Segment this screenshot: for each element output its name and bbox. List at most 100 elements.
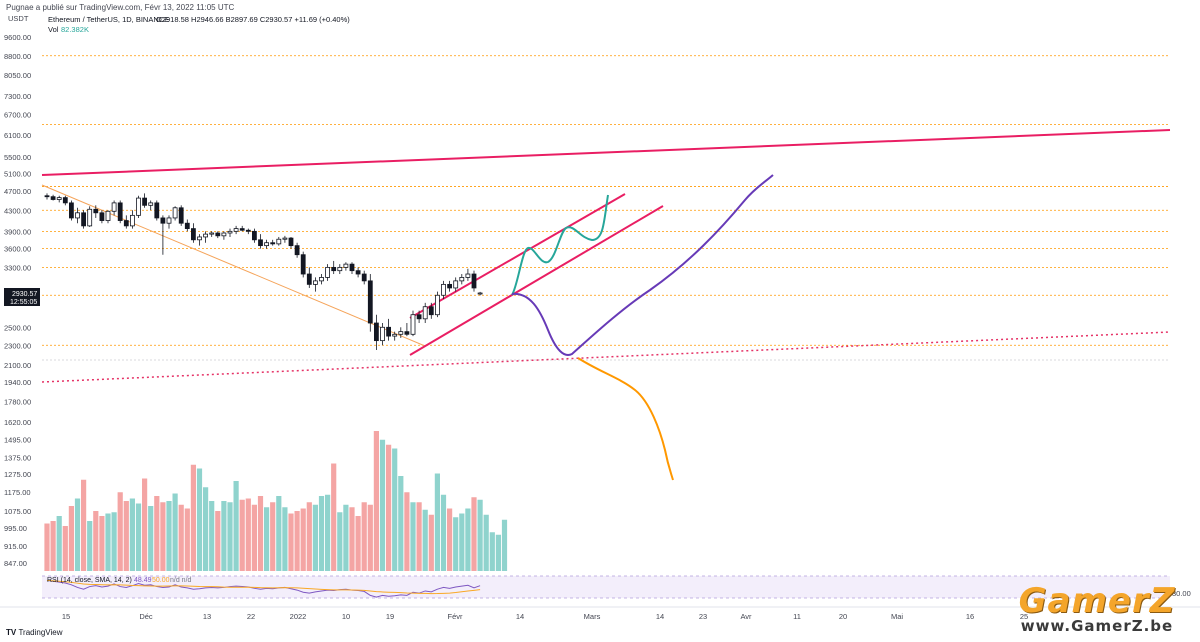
rsi-extra: n/d n/d (170, 577, 192, 584)
volume-bar (379, 439, 386, 571)
candle-body (416, 314, 422, 320)
volume-bar (367, 504, 373, 571)
candle-body (337, 266, 343, 272)
tradingview-brand[interactable]: TV TradingView (6, 628, 62, 637)
channel-lower-line[interactable] (409, 205, 664, 356)
channel-upper-line[interactable] (409, 193, 626, 319)
trend-lines (41, 129, 1171, 383)
volume-bar (337, 512, 343, 571)
green-scenario-path[interactable] (511, 194, 609, 296)
lower-dotted-trendline[interactable] (41, 331, 1171, 383)
legend-quote-currency: USDT (8, 14, 29, 23)
orange-scenario-path[interactable] (577, 357, 674, 481)
y-tick-label: 1940.00 (4, 378, 31, 387)
volume-bar (294, 511, 300, 571)
candle-body (136, 197, 141, 216)
upper-trendline[interactable] (41, 129, 1171, 176)
volume-bar (459, 513, 465, 571)
candle-body (105, 210, 111, 221)
candle-body (373, 322, 379, 342)
candlesticks (44, 193, 483, 351)
volume-bar (471, 497, 477, 571)
volume-bar (318, 496, 325, 571)
volume-bar (465, 508, 471, 571)
volume-bar (270, 502, 276, 571)
y-tick-label: 1375.00 (4, 454, 31, 463)
volume-bar (410, 502, 416, 571)
rsi-ma-line (46, 579, 481, 595)
volume-bar (416, 502, 422, 571)
x-tick-label: Févr (448, 612, 464, 621)
candle-body (215, 232, 221, 237)
volume-bar (300, 508, 306, 571)
candle-body (227, 230, 233, 234)
volume-bar (68, 506, 74, 571)
candle-body (361, 273, 367, 282)
volume-bar (373, 431, 379, 571)
volume-bar (44, 523, 50, 571)
x-tick-label: 22 (247, 612, 255, 621)
y-tick-label: 2300.00 (4, 341, 31, 350)
volume-bar (233, 481, 239, 571)
y-tick-label: 995.00 (4, 524, 27, 533)
volume-bar (361, 502, 367, 571)
watermark-main: GamerZ (1018, 581, 1176, 621)
volume-bar (447, 508, 453, 571)
candle-body (62, 197, 68, 204)
candle-body (319, 277, 324, 282)
candle-body (331, 266, 337, 272)
x-tick-label: 23 (699, 612, 707, 621)
candle-body (117, 202, 123, 221)
x-tick-label: 14 (516, 612, 524, 621)
volume-bars (44, 431, 508, 571)
volume-bar (404, 492, 410, 571)
volume-bar (129, 498, 135, 571)
candle-body (245, 229, 251, 232)
candle-body (312, 280, 318, 285)
y-axis[interactable]: 9600.00 8800.00 8050.00 7300.00 6700.00 6100.… (4, 33, 31, 568)
volume-bar (257, 496, 264, 571)
candle-body (264, 242, 270, 247)
volume-bar (154, 496, 160, 571)
volume-bar (453, 517, 459, 571)
candle-body (410, 314, 416, 335)
rsi-level-label: 30.00 (1172, 589, 1191, 598)
candle-body (203, 233, 209, 238)
volume-bar (386, 444, 392, 571)
volume-bar (325, 494, 331, 571)
candle-body (300, 254, 306, 275)
volume-bar (392, 448, 398, 571)
y-tick-label: 8800.00 (4, 52, 31, 61)
candle-body (367, 280, 373, 324)
candle-body (111, 202, 117, 212)
candle-body (434, 294, 440, 316)
x-tick-label: 10 (342, 612, 350, 621)
y-tick-label: 3600.00 (4, 245, 31, 254)
rsi-ma-value: 50.00 (152, 577, 170, 584)
candle-body (258, 239, 263, 247)
volume-bar (489, 532, 495, 571)
volume-bar (142, 478, 148, 571)
y-tick-label: 915.00 (4, 542, 27, 551)
volume-bar (123, 501, 129, 571)
candle-body (428, 306, 434, 316)
candle-body (276, 238, 282, 245)
purple-scenario-path[interactable] (511, 174, 774, 356)
volume-bar (117, 492, 123, 571)
rsi-pane[interactable]: RSI (14, close, SMA, 14, 2) 48.49 50.00 … (42, 575, 1191, 599)
candle-body (270, 242, 276, 245)
y-tick-label: 2500.00 (4, 323, 31, 332)
volume-bar (105, 513, 111, 571)
y-tick-label: 1620.00 (4, 418, 31, 427)
volume-bar (239, 499, 245, 571)
volume-bar (495, 534, 501, 571)
y-tick-label: 4300.00 (4, 206, 31, 215)
volume-bar (428, 514, 434, 571)
candle-body (197, 236, 202, 241)
descending-trendline[interactable] (41, 184, 426, 347)
x-axis[interactable]: 15 Déc 13 22 2022 10 19 Févr 14 Mars 14 23 Avr 11 20 Ma… (62, 612, 1028, 621)
candle-body (471, 273, 477, 289)
candle-body (129, 214, 135, 227)
volume-bar (135, 503, 142, 571)
